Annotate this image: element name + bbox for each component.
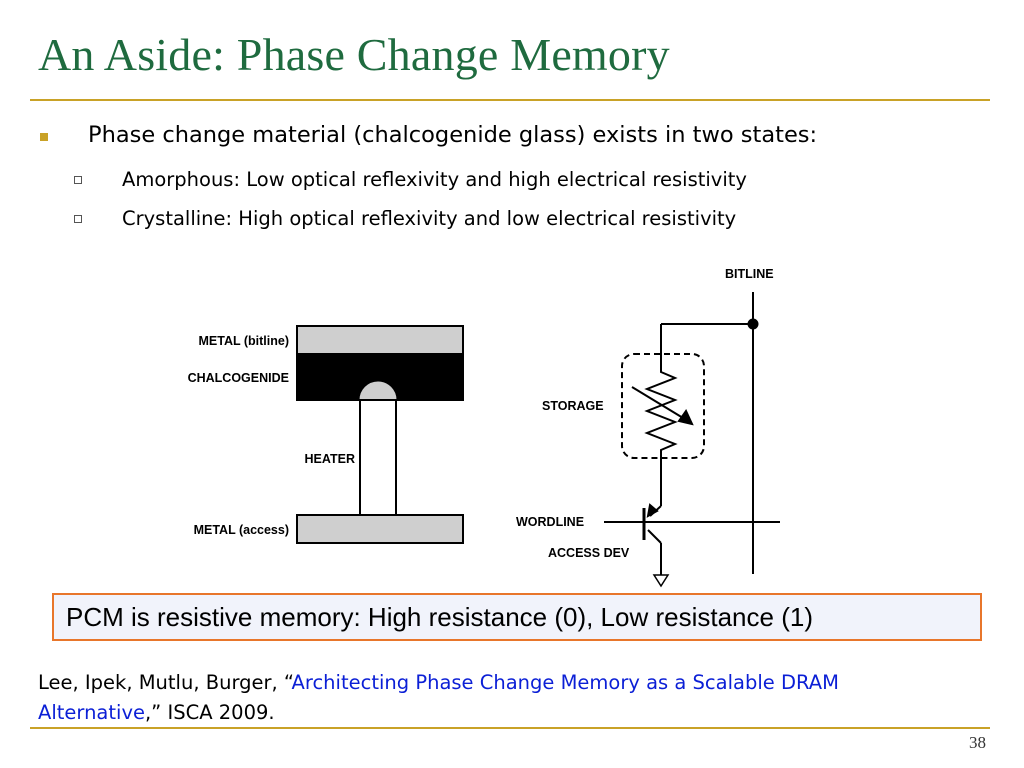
amorphous-region — [359, 381, 397, 401]
page-number: 38 — [969, 733, 986, 752]
transistor-source — [647, 529, 662, 544]
pcm-callout-box: PCM is resistive memory: High resistance… — [52, 593, 982, 641]
ground-icon — [652, 574, 670, 588]
footer-divider — [30, 727, 990, 729]
metal-bitline-layer — [296, 325, 464, 355]
label-heater: HEATER — [305, 452, 355, 466]
title-divider — [30, 99, 990, 101]
reference-authors: Lee, Ipek, Mutlu, Burger, “ — [38, 671, 292, 694]
label-chalcogenide: CHALCOGENIDE — [188, 371, 289, 385]
bullet-sub-text: Crystalline: High optical reflexivity an… — [122, 207, 737, 230]
callout-text: PCM is resistive memory: High resistance… — [66, 602, 813, 632]
square-bullet-icon — [40, 133, 48, 141]
label-storage: STORAGE — [542, 399, 604, 413]
label-wordline: WORDLINE — [516, 515, 584, 529]
bullet-sub-text: Amorphous: Low optical reflexivity and h… — [122, 168, 747, 191]
hollow-square-bullet-icon — [74, 215, 82, 223]
label-metal-bitline: METAL (bitline) — [199, 334, 290, 348]
slide-title: An Aside: Phase Change Memory — [38, 29, 670, 80]
label-bitline: BITLINE — [725, 267, 774, 281]
reference-venue: ,” ISCA 2009. — [144, 701, 275, 724]
variable-arrow-head — [677, 409, 694, 426]
reference-link-line2[interactable]: Alternative — [38, 701, 145, 724]
metal-access-layer — [296, 514, 464, 544]
pcm-figure: METAL (bitline) CHALCOGENIDE HEATER META… — [188, 267, 780, 588]
reference-link-line1[interactable]: Architecting Phase Change Memory as a Sc… — [291, 671, 839, 694]
hollow-square-bullet-icon — [74, 176, 82, 184]
reference-citation: Lee, Ipek, Mutlu, Burger, “Architecting … — [38, 668, 998, 728]
bullet-main-text: Phase change material (chalcogenide glas… — [88, 122, 818, 148]
resistor-icon — [644, 365, 678, 456]
pcm-cell-diagram: METAL (bitline) CHALCOGENIDE HEATER META… — [188, 325, 464, 544]
label-metal-access: METAL (access) — [194, 523, 289, 537]
transistor-arrow — [646, 503, 659, 518]
label-access-dev: ACCESS DEV — [548, 546, 630, 560]
storage-box — [621, 353, 705, 459]
variable-arrow-line — [631, 386, 689, 422]
pcm-circuit-diagram — [604, 292, 780, 588]
heater-pillar — [359, 399, 397, 516]
